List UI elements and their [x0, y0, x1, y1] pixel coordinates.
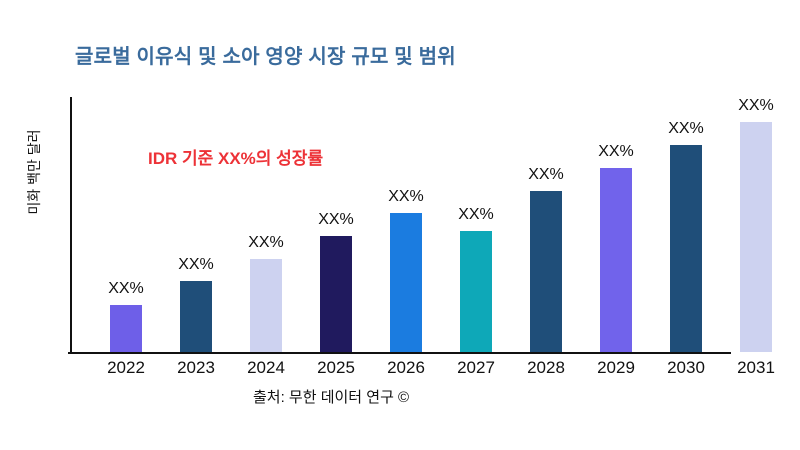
bar-value-label: XX% [528, 166, 564, 183]
bar-value-label: XX% [598, 143, 634, 160]
bar-rect-2030 [670, 145, 702, 352]
bar-value-label: XX% [668, 120, 704, 137]
y-axis-line [70, 97, 72, 352]
x-tick-label: 2023 [177, 358, 215, 377]
x-tick-label: 2027 [457, 358, 495, 377]
bar-value-label: XX% [178, 256, 214, 273]
y-axis-label: 미화 백만 달러 [26, 129, 42, 215]
growth-annotation: IDR 기준 XX%의 성장률 [148, 149, 324, 168]
bar-rect-2026 [390, 213, 422, 352]
bar-rect-2024 [250, 259, 282, 352]
x-tick-label: 2026 [387, 358, 425, 377]
x-tick-label: 2025 [317, 358, 355, 377]
bar-rect-2029 [600, 168, 632, 352]
bar-rect-2031 [740, 122, 772, 352]
bar-value-label: XX% [318, 211, 354, 228]
x-tick-label: 2030 [667, 358, 705, 377]
x-tick-label: 2031 [737, 358, 775, 377]
x-tick-label: 2022 [107, 358, 145, 377]
chart-title: 글로벌 이유식 및 소아 영양 시장 규모 및 범위 [75, 46, 456, 68]
bar-value-label: XX% [458, 206, 494, 223]
x-tick-label: 2024 [247, 358, 285, 377]
bar-value-label: XX% [388, 188, 424, 205]
bar-value-label: XX% [248, 234, 284, 251]
source-text: 출처: 무한 데이터 연구 © [253, 389, 410, 406]
bar-value-label: XX% [738, 97, 774, 114]
bar-rect-2023 [180, 281, 212, 352]
x-tick-label: 2029 [597, 358, 635, 377]
bar-rect-2025 [320, 236, 352, 352]
bar-rect-2022 [110, 305, 142, 352]
bar-value-label: XX% [108, 280, 144, 297]
x-axis-line [68, 352, 731, 354]
bar-rect-2027 [460, 231, 492, 352]
bar-rect-2028 [530, 191, 562, 352]
x-tick-label: 2028 [527, 358, 565, 377]
